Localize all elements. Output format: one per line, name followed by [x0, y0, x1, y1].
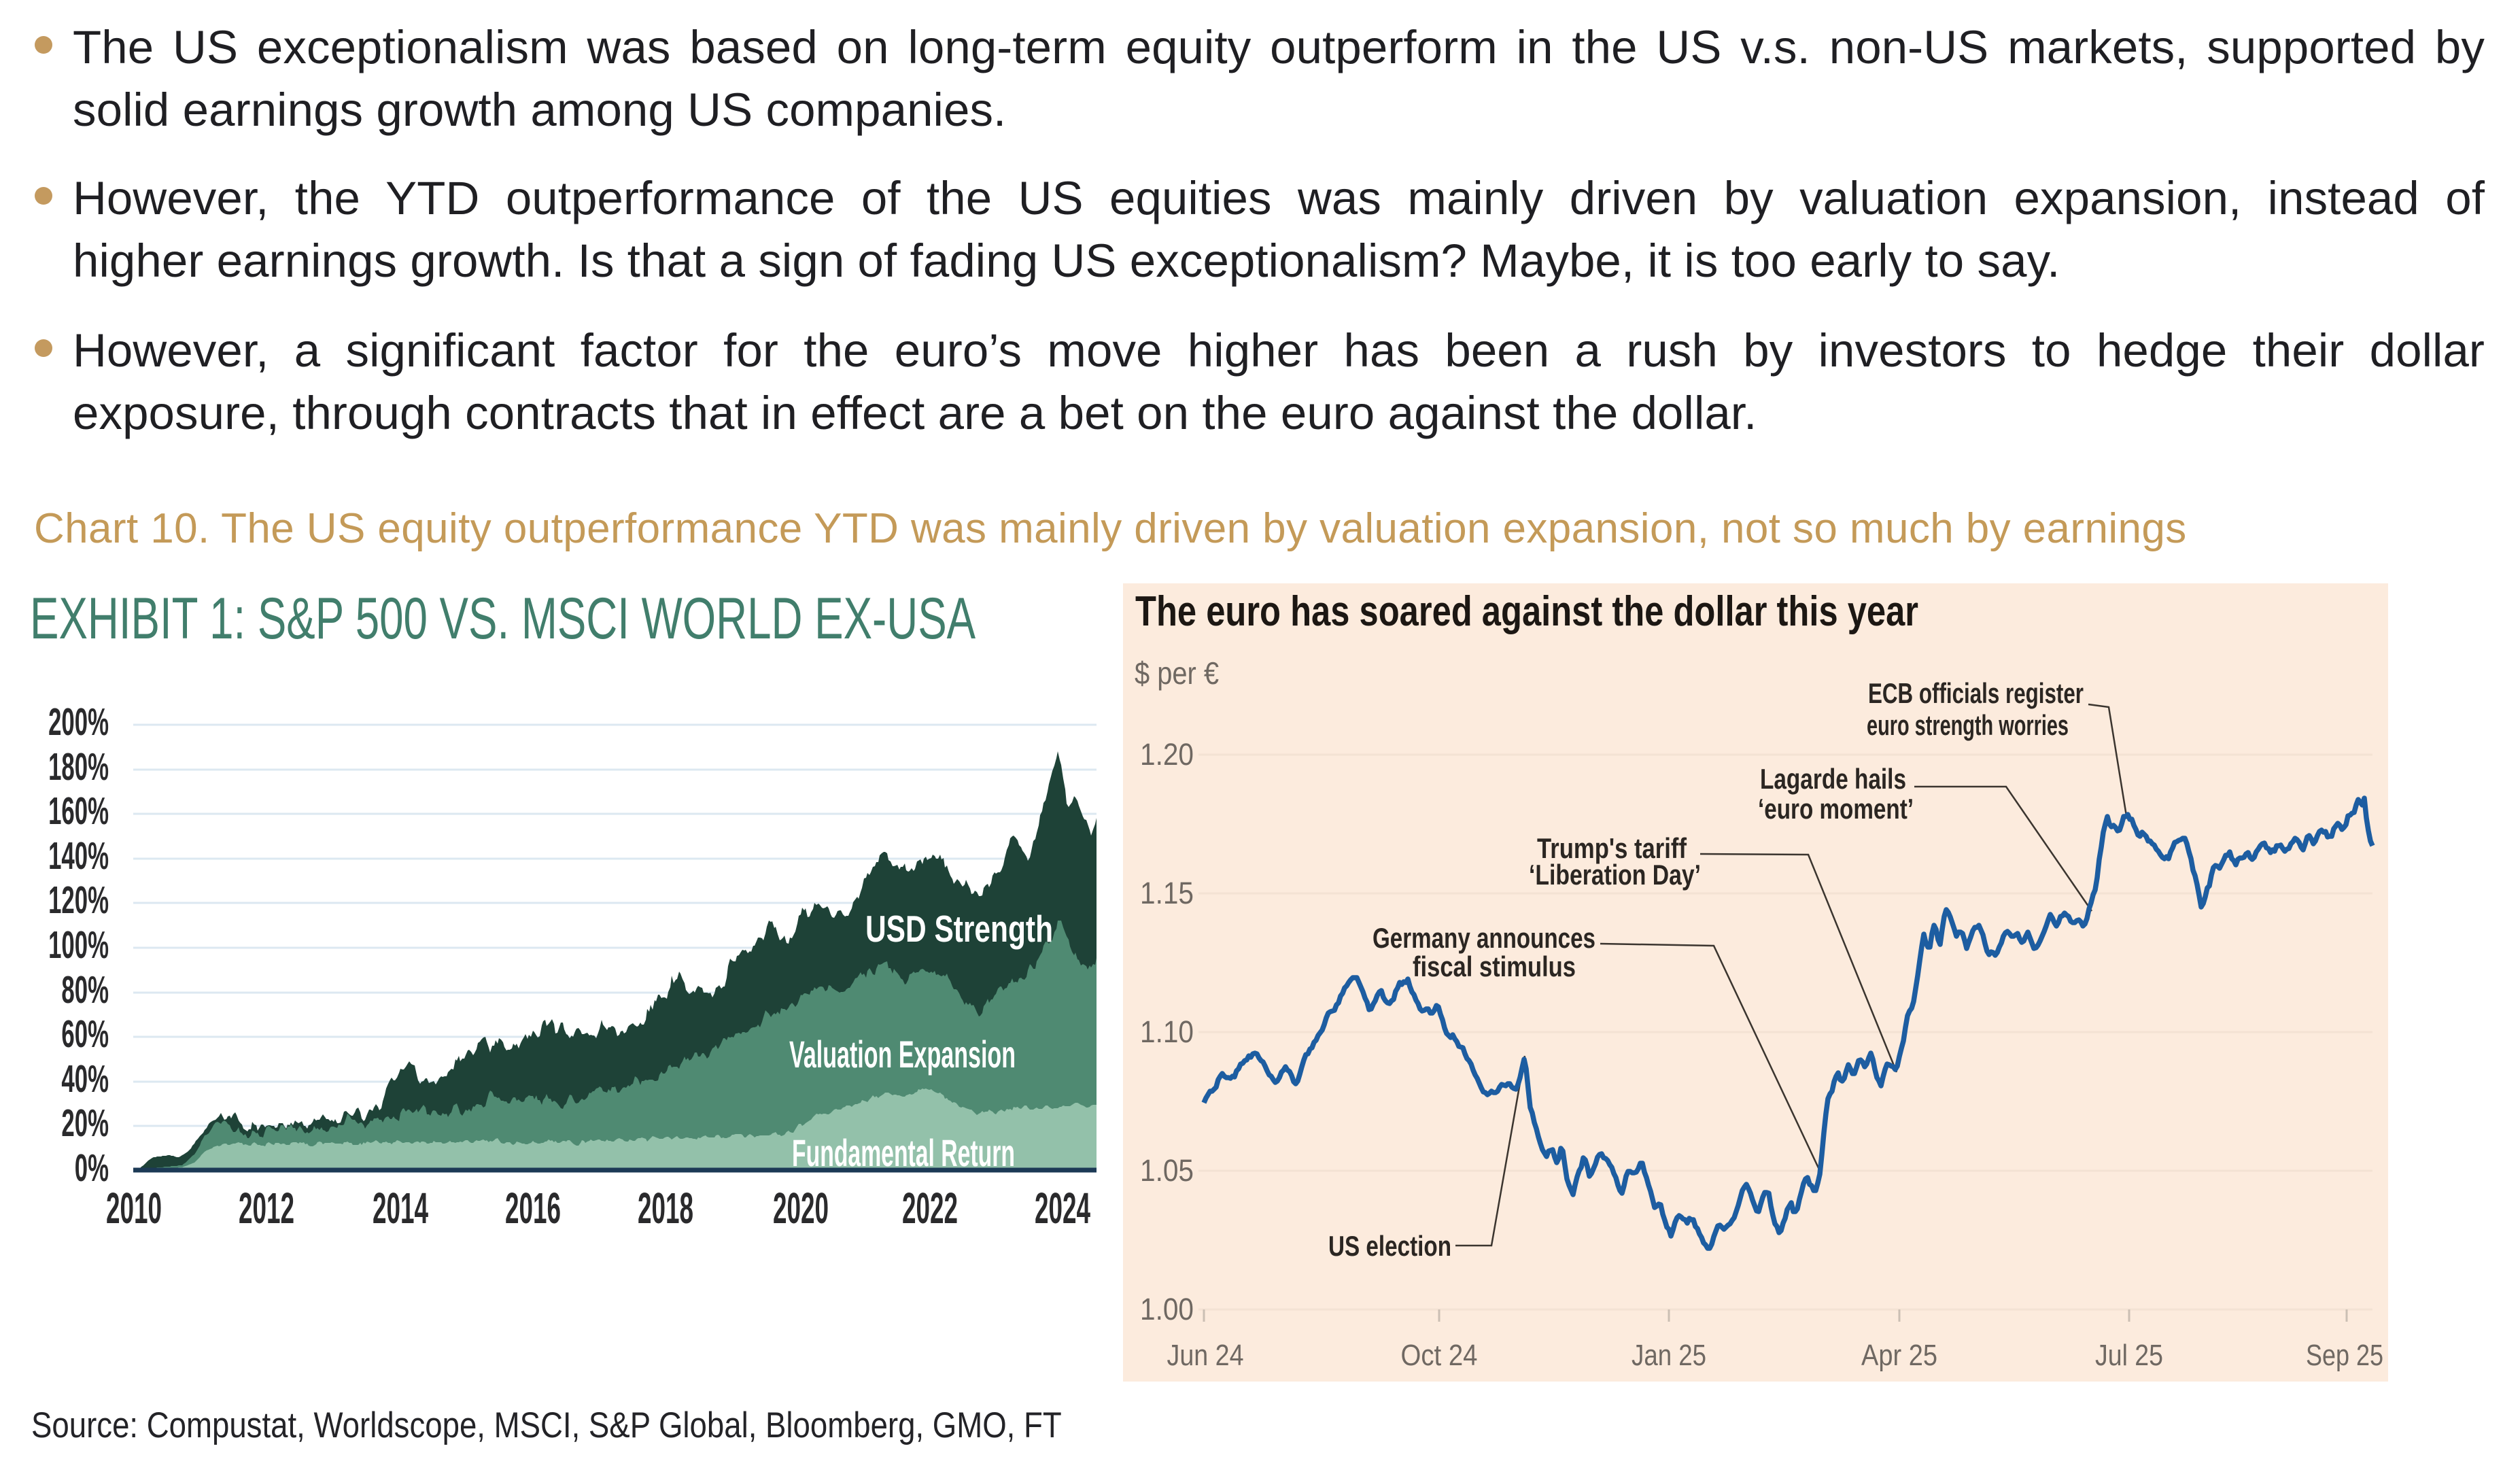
svg-text:Jul 25: Jul 25 — [2095, 1339, 2163, 1372]
svg-text:Fundamental Return: Fundamental Return — [792, 1131, 1015, 1174]
svg-text:$ per €: $ per € — [1135, 655, 1219, 691]
svg-text:1.20: 1.20 — [1140, 737, 1194, 772]
svg-text:120%: 120% — [48, 878, 109, 922]
svg-text:160%: 160% — [48, 789, 109, 833]
svg-text:Trump's tariff: Trump's tariff — [1537, 832, 1687, 864]
svg-text:The euro has soared against th: The euro has soared against the dollar t… — [1135, 588, 1918, 635]
svg-text:40%: 40% — [61, 1057, 109, 1101]
svg-text:Lagarde hails: Lagarde hails — [1760, 763, 1906, 795]
svg-text:Sep 25: Sep 25 — [2306, 1339, 2383, 1372]
svg-text:Jan 25: Jan 25 — [1632, 1339, 1706, 1372]
svg-text:1.15: 1.15 — [1140, 876, 1194, 910]
svg-text:‘Liberation Day’: ‘Liberation Day’ — [1529, 859, 1701, 891]
svg-text:0%: 0% — [75, 1146, 109, 1190]
svg-text:1.10: 1.10 — [1140, 1014, 1194, 1049]
svg-text:USD Strength: USD Strength — [865, 908, 1053, 950]
svg-text:20%: 20% — [61, 1101, 109, 1145]
svg-text:200%: 200% — [48, 700, 109, 744]
svg-text:2022: 2022 — [902, 1185, 958, 1233]
svg-text:2012: 2012 — [239, 1185, 294, 1233]
svg-text:100%: 100% — [48, 923, 109, 967]
svg-text:Germany announces: Germany announces — [1373, 922, 1595, 954]
svg-text:US election: US election — [1328, 1230, 1451, 1262]
svg-text:60%: 60% — [61, 1012, 109, 1056]
svg-text:2016: 2016 — [505, 1185, 561, 1233]
svg-text:80%: 80% — [61, 968, 109, 1012]
svg-text:ECB officials register: ECB officials register — [1868, 677, 2084, 709]
svg-text:fiscal stimulus: fiscal stimulus — [1413, 950, 1576, 982]
svg-text:‘euro moment’: ‘euro moment’ — [1758, 793, 1914, 825]
svg-text:2020: 2020 — [773, 1185, 829, 1233]
svg-text:140%: 140% — [48, 834, 109, 878]
svg-text:2014: 2014 — [373, 1185, 428, 1233]
svg-text:2010: 2010 — [106, 1185, 162, 1233]
svg-text:Oct 24: Oct 24 — [1401, 1339, 1478, 1372]
svg-text:Jun 24: Jun 24 — [1167, 1339, 1244, 1372]
svg-text:1.05: 1.05 — [1140, 1153, 1194, 1188]
svg-text:Valuation Expansion: Valuation Expansion — [789, 1033, 1016, 1076]
svg-text:1.00: 1.00 — [1140, 1292, 1194, 1326]
svg-text:Apr 25: Apr 25 — [1861, 1339, 1937, 1372]
svg-text:180%: 180% — [48, 745, 109, 789]
svg-text:2018: 2018 — [638, 1185, 693, 1233]
svg-text:euro strength worries: euro strength worries — [1867, 709, 2069, 741]
svg-text:2024: 2024 — [1035, 1185, 1090, 1233]
